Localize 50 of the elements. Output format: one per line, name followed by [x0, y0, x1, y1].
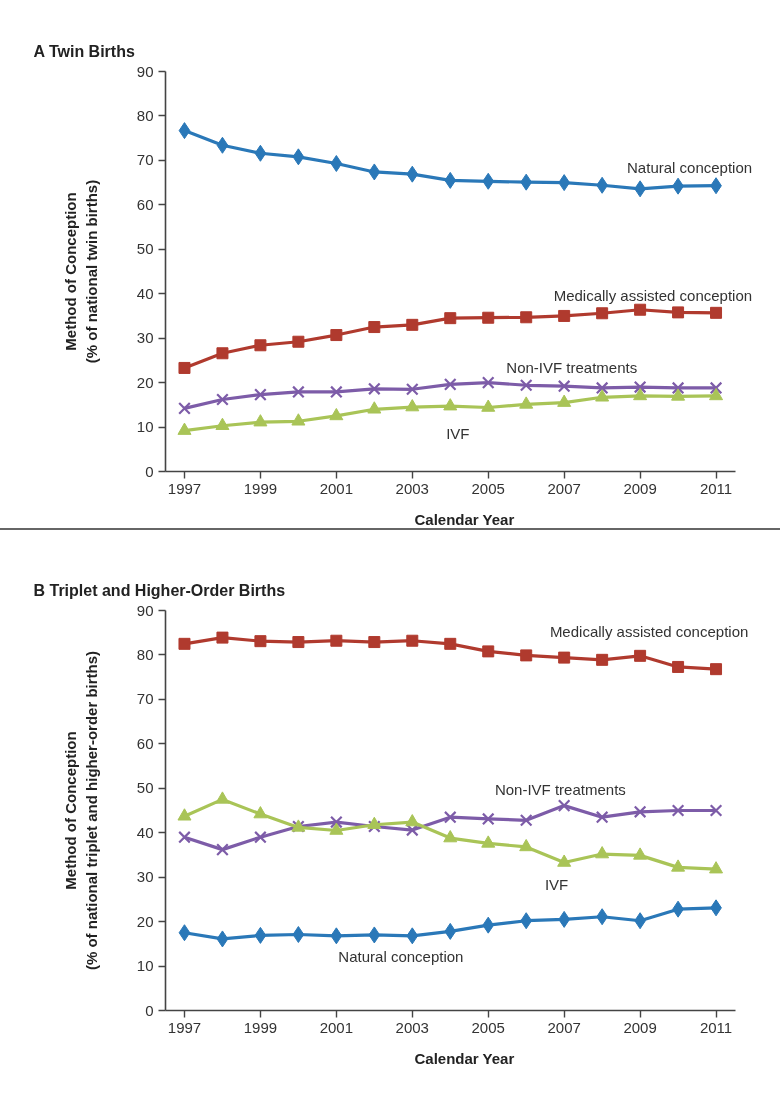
y-tick-label: 80	[136, 645, 154, 663]
x-tick-label: 1997	[167, 479, 202, 497]
x-tick-label: 2005	[471, 1018, 505, 1036]
y-tick-label: 30	[136, 329, 154, 347]
series-label: Medically assisted conception	[553, 287, 753, 305]
x-tick-label: 2009	[623, 1018, 657, 1036]
x-tick-label: 2007	[547, 479, 581, 497]
series-label: IVF	[544, 875, 569, 893]
y-tick-label: 70	[136, 690, 154, 708]
x-tick-label: 2003	[395, 479, 429, 497]
y-tick-label: 40	[136, 823, 154, 841]
x-tick-label: 2011	[699, 1018, 733, 1036]
y-axis-title: Method of Conception (% of national triplet and higher-order births)	[62, 650, 100, 971]
y-tick-label: 20	[136, 912, 154, 930]
y-tick-label: 70	[136, 151, 154, 169]
x-tick-label: 2003	[395, 1018, 429, 1036]
y-axis-title: Method of Conception (% of national twin births)	[62, 179, 100, 364]
chart-title: A Twin Births	[33, 42, 135, 60]
y-tick-label: 50	[136, 779, 154, 797]
y-tick-label: 10	[136, 418, 154, 436]
x-tick-label: 2001	[319, 1018, 354, 1036]
y-tick-label: 0	[145, 462, 154, 480]
y-tick-label: 10	[136, 957, 154, 975]
x-axis-title: Calendar Year	[414, 510, 515, 528]
y-tick-label: 60	[136, 734, 154, 752]
y-tick-label: 20	[136, 373, 154, 391]
y-tick-label: 50	[136, 240, 154, 258]
series-label: Non-IVF treatments	[494, 781, 626, 799]
y-tick-label: 40	[136, 284, 154, 302]
y-tick-label: 60	[136, 195, 154, 213]
x-tick-label: 1997	[167, 1018, 202, 1036]
series-label: Non-IVF treatments	[506, 359, 638, 377]
y-tick-label: 0	[145, 1001, 154, 1019]
y-tick-label: 30	[136, 868, 154, 886]
y-tick-label: 90	[136, 62, 154, 80]
x-axis-title: Calendar Year	[414, 1049, 515, 1067]
x-tick-label: 2009	[623, 479, 657, 497]
x-tick-label: 1999	[243, 1018, 278, 1036]
series-label: Medically assisted conception	[549, 622, 749, 640]
chart-title: B Triplet and Higher-Order Births	[33, 581, 286, 599]
series-label: Natural conception	[627, 158, 753, 176]
series-label: Natural conception	[338, 947, 464, 965]
x-tick-label: 2005	[471, 479, 505, 497]
y-tick-label: 80	[136, 106, 154, 124]
x-tick-label: 2001	[319, 479, 354, 497]
series-label: IVF	[446, 424, 470, 442]
x-tick-label: 2011	[699, 479, 733, 497]
x-tick-label: 1999	[243, 479, 278, 497]
y-tick-label: 90	[136, 601, 154, 619]
x-tick-label: 2007	[547, 1018, 581, 1036]
